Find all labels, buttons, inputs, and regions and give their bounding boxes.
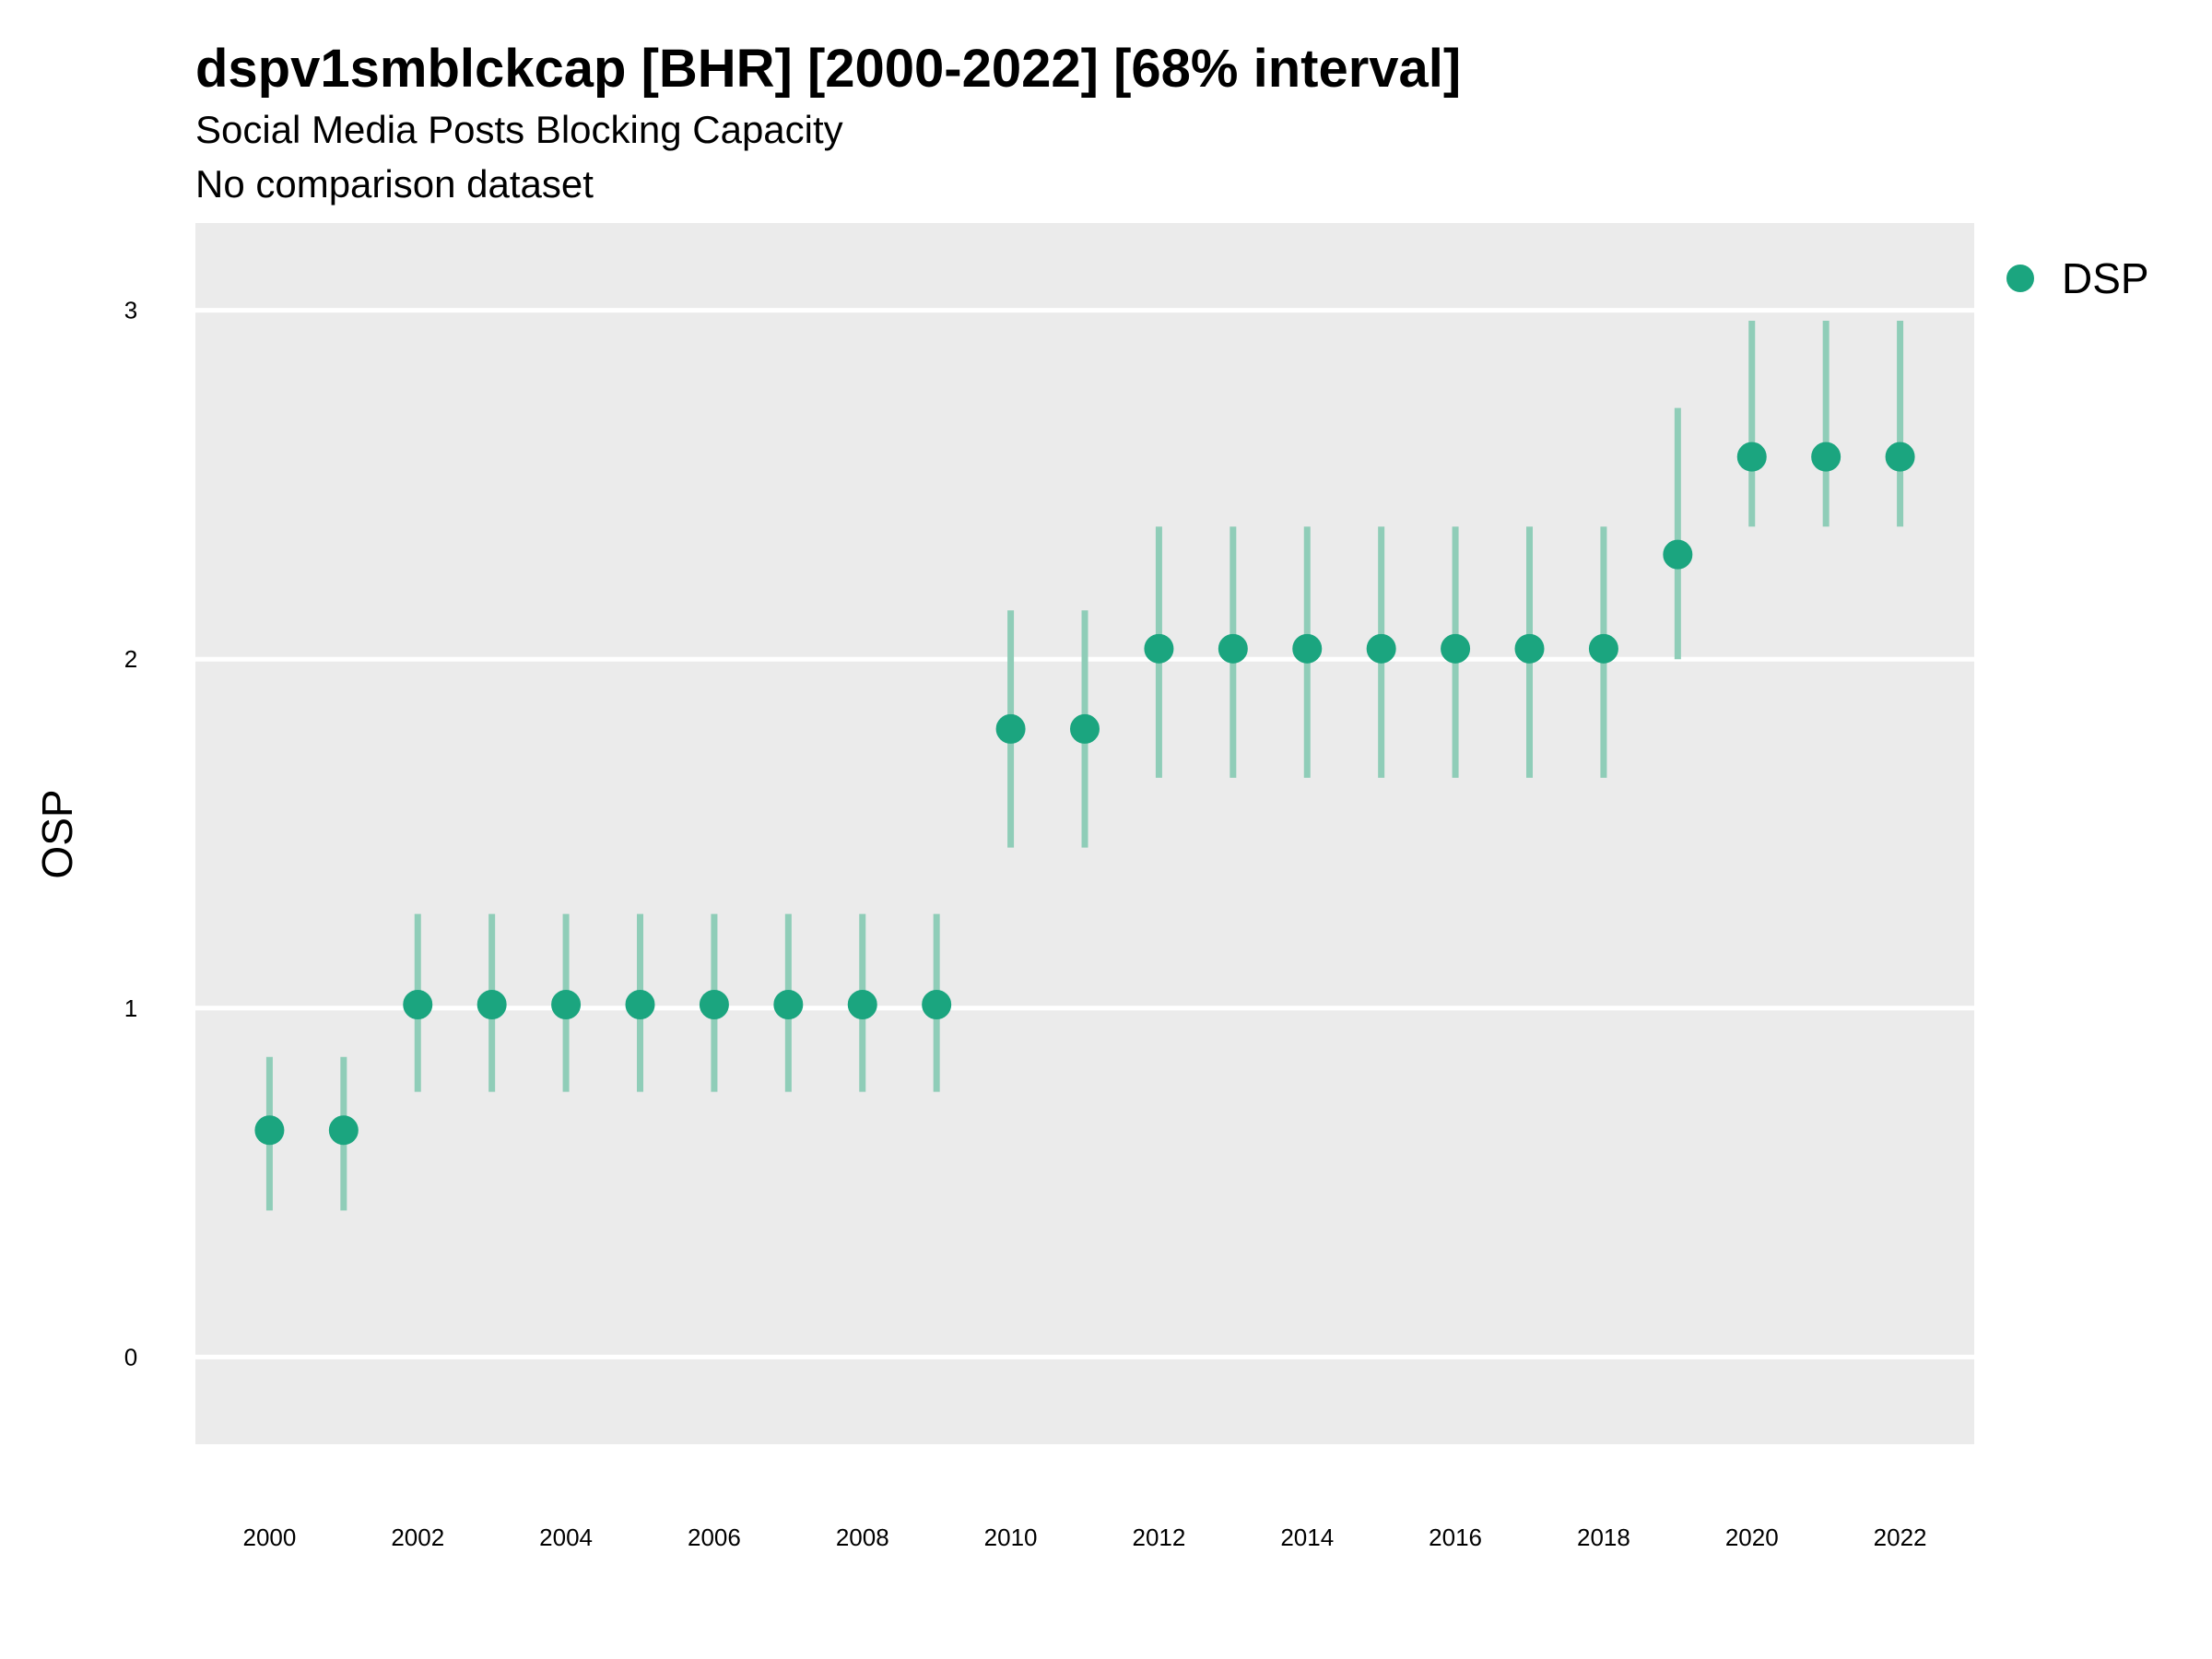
data-point bbox=[328, 1115, 359, 1146]
data-point bbox=[1366, 633, 1396, 664]
data-point bbox=[995, 713, 1026, 744]
data-point bbox=[1144, 633, 1174, 664]
chart-caption: No comparison dataset bbox=[195, 162, 594, 206]
data-point bbox=[1441, 633, 1471, 664]
x-axis-ticks: 2000 2002 2004 2006 2008 2010 2012 2014 2016 2018… bbox=[242, 1524, 1926, 1551]
data-point bbox=[847, 990, 877, 1019]
x-tick-label: 2012 bbox=[1132, 1524, 1185, 1551]
data-point bbox=[1514, 633, 1545, 664]
data-point bbox=[773, 990, 804, 1019]
data-point bbox=[1885, 441, 1915, 472]
data-points bbox=[254, 441, 1915, 1146]
data-point bbox=[551, 990, 582, 1019]
x-tick-label: 2002 bbox=[391, 1524, 444, 1551]
data-point bbox=[1736, 441, 1767, 472]
y-axis-title: OSP bbox=[33, 789, 81, 878]
data-point bbox=[1588, 633, 1618, 664]
chart-title: dspv1smblckcap [BHR] [2000-2022] [68% in… bbox=[195, 39, 1461, 99]
data-point bbox=[1811, 441, 1841, 472]
data-point bbox=[625, 990, 655, 1019]
data-point bbox=[1218, 633, 1248, 664]
data-point bbox=[699, 990, 729, 1019]
y-axis-ticks: 0 1 2 3 bbox=[124, 297, 137, 1371]
legend-label-dsp: DSP bbox=[2062, 254, 2149, 302]
y-tick-label: 1 bbox=[124, 994, 137, 1022]
x-tick-label: 2004 bbox=[539, 1524, 593, 1551]
x-tick-label: 2000 bbox=[242, 1524, 296, 1551]
chart-subtitle: Social Media Posts Blocking Capacity bbox=[195, 108, 843, 151]
data-point bbox=[254, 1115, 285, 1146]
data-point bbox=[1663, 539, 1693, 570]
y-tick-label: 3 bbox=[124, 297, 137, 324]
x-tick-label: 2014 bbox=[1280, 1524, 1334, 1551]
data-point bbox=[403, 990, 433, 1019]
x-tick-label: 2010 bbox=[984, 1524, 1038, 1551]
x-tick-label: 2008 bbox=[836, 1524, 889, 1551]
x-tick-label: 2006 bbox=[688, 1524, 741, 1551]
y-tick-label: 0 bbox=[124, 1343, 137, 1371]
x-tick-label: 2018 bbox=[1577, 1524, 1630, 1551]
x-tick-label: 2020 bbox=[1725, 1524, 1779, 1551]
data-point bbox=[922, 990, 952, 1019]
legend: DSP bbox=[2006, 254, 2149, 302]
y-tick-label: 2 bbox=[124, 645, 137, 673]
x-tick-label: 2016 bbox=[1429, 1524, 1482, 1551]
data-point bbox=[1070, 713, 1100, 744]
x-tick-label: 2022 bbox=[1874, 1524, 1927, 1551]
data-point bbox=[1292, 633, 1323, 664]
legend-key-dsp bbox=[2006, 265, 2034, 292]
data-point bbox=[477, 990, 507, 1019]
